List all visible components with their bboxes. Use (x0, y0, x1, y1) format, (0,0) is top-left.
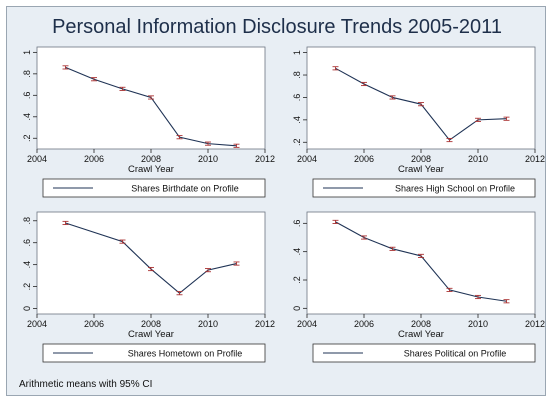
y-tick-label: 1 (292, 50, 302, 55)
x-tick-label: 2006 (354, 154, 374, 164)
data-point (418, 253, 424, 258)
data-point (62, 220, 69, 226)
x-tick-label: 2008 (141, 319, 161, 329)
data-point (446, 287, 453, 292)
data-point (361, 81, 367, 87)
chart-title: Personal Information Disclosure Trends 2… (52, 16, 502, 38)
panel-high-school: .2 .4 .6 .8 1 2004 2006 2008 2010 2012 Crawl Year S… (292, 46, 545, 198)
y-tick-label: .4 (22, 261, 32, 269)
x-tick-label: 2012 (255, 319, 275, 329)
legend-box (42, 178, 266, 198)
data-point (233, 261, 240, 266)
x-tick-label: 2010 (198, 154, 218, 164)
series-line (65, 222, 237, 294)
y-tick-label: .8 (22, 217, 32, 225)
x-tick-label: 2008 (411, 319, 431, 329)
data-point (62, 65, 69, 70)
legend-box (42, 343, 266, 363)
figure-frame: Personal Information Disclosure Trends 2… (6, 6, 546, 396)
x-axis-label: Crawl Year (128, 164, 174, 175)
y-tick-label: .2 (292, 276, 302, 284)
x-axis-label: Crawl Year (398, 164, 444, 175)
data-point (389, 95, 396, 100)
y-tick-label: .8 (22, 70, 32, 78)
panel-birthdate: .2 .4 .6 .8 1 2004 2006 2008 2010 2012 Crawl Year S… (22, 46, 275, 198)
x-tick-label: 2004 (27, 319, 47, 329)
x-axis-label: Crawl Year (398, 329, 444, 340)
data-point (91, 77, 97, 82)
data-point (176, 135, 183, 140)
y-tick-label: .2 (22, 283, 32, 291)
x-tick-label: 2010 (468, 154, 488, 164)
y-tick-label: 0 (22, 306, 32, 311)
y-tick-label: .2 (292, 139, 302, 147)
legend-label: Shares Hometown on Profile (128, 349, 243, 359)
data-point (148, 266, 154, 272)
x-tick-label: 2012 (525, 319, 545, 329)
data-point (332, 66, 339, 71)
data-point (332, 219, 339, 224)
y-tick-label: .6 (22, 92, 32, 100)
data-point (176, 291, 183, 296)
x-tick-label: 2012 (255, 154, 275, 164)
x-tick-label: 2004 (297, 154, 317, 164)
data-point (389, 246, 396, 251)
y-tick-label: .2 (22, 135, 32, 143)
plot-area (306, 46, 536, 150)
data-point (119, 239, 126, 244)
data-point (446, 137, 453, 143)
y-tick-label: 1 (22, 50, 32, 55)
x-tick-label: 2004 (27, 154, 47, 164)
legend-label: Shares High School on Profile (395, 184, 515, 194)
panel-hometown: 0 .2 .4 .6 .8 2004 2006 2008 2010 2012 Crawl Year S… (22, 211, 275, 363)
data-point (503, 116, 510, 121)
data-point (503, 299, 510, 304)
legend-box (312, 343, 536, 363)
data-point (205, 268, 211, 273)
plot-area (36, 211, 266, 315)
x-tick-label: 2006 (84, 154, 104, 164)
y-tick-label: .6 (22, 239, 32, 247)
y-tick-label: .6 (292, 220, 302, 228)
x-tick-label: 2008 (141, 154, 161, 164)
x-axis-label: Crawl Year (128, 329, 174, 340)
data-point (475, 294, 481, 300)
y-tick-label: .4 (292, 248, 302, 256)
y-tick-label: .6 (292, 94, 302, 102)
data-point (418, 102, 424, 107)
x-tick-label: 2004 (297, 319, 317, 329)
y-tick-label: .4 (22, 113, 32, 121)
data-point (205, 141, 211, 146)
data-point (361, 235, 367, 240)
data-point (119, 86, 126, 91)
x-tick-label: 2012 (525, 154, 545, 164)
data-point (475, 117, 481, 122)
x-tick-label: 2010 (468, 319, 488, 329)
y-tick-label: 0 (292, 306, 302, 311)
y-tick-label: .8 (292, 71, 302, 79)
plot-area (306, 211, 536, 315)
legend-box (312, 178, 536, 198)
data-point (233, 143, 240, 148)
legend-label: Shares Political on Profile (404, 349, 507, 359)
data-point (148, 95, 154, 100)
x-tick-label: 2006 (354, 319, 374, 329)
y-tick-label: .4 (292, 116, 302, 124)
chart-footnote: Arithmetic means with 95% CI (19, 379, 153, 390)
x-tick-label: 2010 (198, 319, 218, 329)
legend-label: Shares Birthdate on Profile (131, 184, 239, 194)
panel-political: 0 .2 .4 .6 2004 2006 2008 2010 2012 Crawl Year Sha… (292, 211, 545, 363)
x-tick-label: 2008 (411, 154, 431, 164)
x-tick-label: 2006 (84, 319, 104, 329)
